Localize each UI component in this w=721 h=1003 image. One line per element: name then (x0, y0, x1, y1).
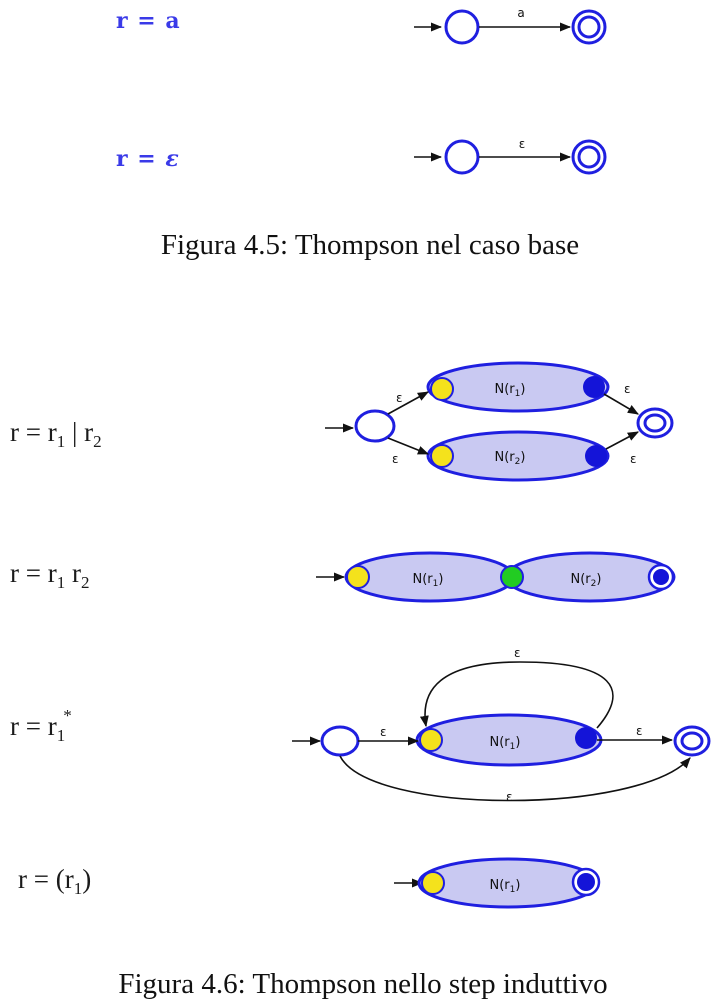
concat-right-label: N(r2) (571, 572, 602, 589)
paren-accept-inner (577, 873, 595, 891)
union-bottom-label: N(r2) (495, 450, 526, 467)
figure-4-5-caption: Figura 4.5: Thompson nel caso base (161, 229, 579, 261)
union-eps-edge-top-in (387, 391, 429, 415)
union-top-start (430, 377, 454, 401)
union-bottom-accept (585, 445, 607, 467)
union-accept-inner (643, 413, 667, 433)
star-construction: r = r1* N(r1) ε ε ε ε (10, 646, 711, 804)
star-nfa-label: N(r1) (490, 735, 521, 752)
base-eps-start-state (444, 139, 480, 175)
base-a-edge-label: a (517, 6, 524, 20)
paren-nfa-label: N(r1) (490, 878, 521, 895)
union-top-nfa (426, 361, 610, 413)
union-eps-edge-bottom-in (387, 437, 430, 455)
star-eps-bypass-edge (339, 755, 691, 802)
union-construction: r = r1 | r2 N(r1) N(r2) ε ε ε ε (10, 361, 674, 482)
concat-left-label: N(r1) (413, 572, 444, 589)
base-eps-edge-label: ε (519, 137, 526, 151)
base-row-a: r = a a (116, 6, 607, 45)
base-a-accept-inner (577, 15, 601, 39)
union-formula: r = r1 | r2 (10, 417, 102, 451)
union-top-accept (583, 376, 605, 398)
star-eps-label-in: ε (380, 725, 387, 739)
union-bottom-nfa (426, 430, 610, 482)
figure-4-6-caption: Figura 4.6: Thompson nello step induttiv… (118, 968, 607, 1000)
concat-join-state (500, 565, 524, 589)
star-eps-label-bypass: ε (506, 790, 513, 804)
union-eps-label-bottom-out: ε (630, 452, 637, 466)
union-eps-label-top-in: ε (396, 391, 403, 405)
concat-construction: r = r1 r2 N(r1) N(r2) (10, 551, 676, 603)
union-start-state (354, 409, 396, 443)
base-row-eps: r = ε ε (116, 137, 607, 175)
base-a-formula: r = a (116, 8, 180, 34)
star-eps-label-out: ε (636, 724, 643, 738)
paren-nfa-start (421, 871, 445, 895)
base-a-start-state (444, 9, 480, 45)
base-eps-formula: r = ε (116, 146, 179, 172)
union-eps-edge-top-out (603, 393, 639, 415)
union-eps-label-top-out: ε (624, 382, 631, 396)
paren-formula: r = (r1) (18, 864, 91, 898)
union-eps-label-bottom-in: ε (392, 452, 399, 466)
union-eps-edge-bottom-out (605, 431, 639, 450)
concat-left-start (346, 565, 370, 589)
concat-formula: r = r1 r2 (10, 558, 89, 592)
star-nfa-start (419, 728, 443, 752)
star-eps-label-loop: ε (514, 646, 521, 660)
union-bottom-start (430, 444, 454, 468)
star-accept-inner (680, 731, 704, 751)
star-eps-loop-edge (419, 661, 614, 729)
star-nfa-accept (575, 727, 597, 749)
paren-construction: r = (r1) N(r1) (18, 857, 601, 909)
union-top-label: N(r1) (495, 382, 526, 399)
base-eps-accept-inner (577, 145, 601, 169)
star-start-state (320, 725, 360, 757)
concat-accept-inner (653, 569, 669, 585)
star-formula: r = r1* (10, 706, 72, 745)
